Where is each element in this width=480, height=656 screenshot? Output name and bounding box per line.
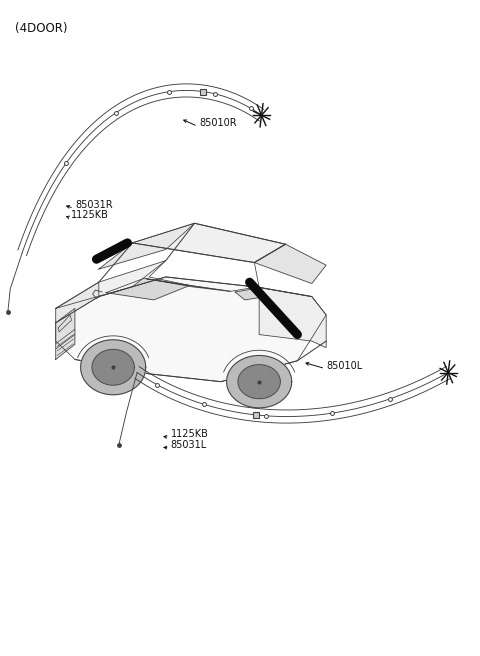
Text: (4DOOR): (4DOOR) (15, 22, 68, 35)
Polygon shape (56, 260, 166, 308)
Polygon shape (56, 308, 75, 359)
Polygon shape (56, 277, 326, 382)
Polygon shape (99, 223, 194, 269)
Polygon shape (147, 279, 230, 291)
Text: 85010R: 85010R (199, 118, 237, 129)
Text: 1125KB: 1125KB (170, 429, 208, 440)
Polygon shape (132, 223, 286, 262)
Polygon shape (56, 282, 99, 323)
Polygon shape (106, 278, 190, 300)
Text: 85010L: 85010L (326, 361, 362, 371)
Text: 1125KB: 1125KB (71, 210, 109, 220)
Polygon shape (92, 350, 134, 385)
Polygon shape (81, 340, 146, 395)
Text: 85031R: 85031R (75, 200, 112, 210)
Polygon shape (259, 287, 326, 348)
Polygon shape (254, 244, 326, 283)
Polygon shape (238, 365, 280, 399)
Polygon shape (227, 356, 292, 408)
Polygon shape (235, 289, 266, 300)
Text: 85031L: 85031L (170, 440, 207, 450)
